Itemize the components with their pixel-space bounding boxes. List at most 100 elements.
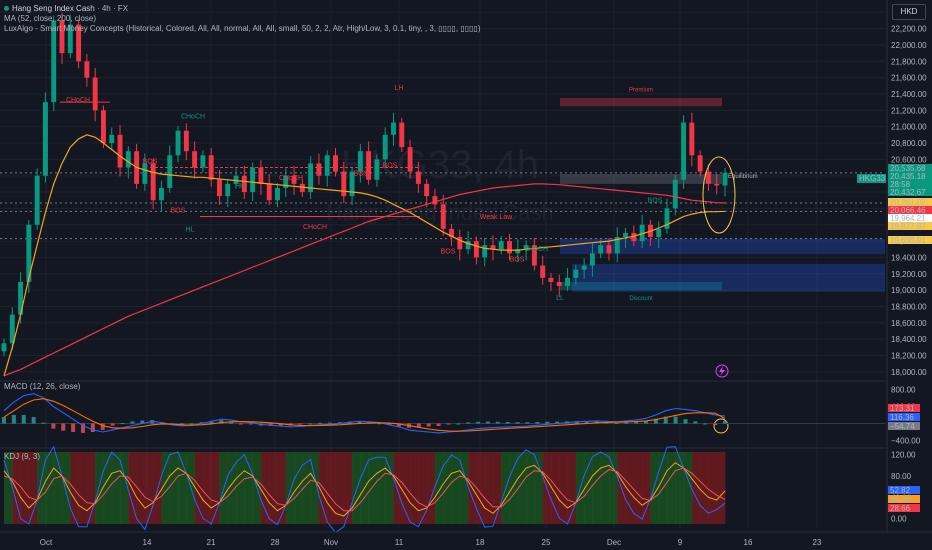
kdj-background bbox=[385, 452, 394, 524]
time-axis[interactable]: Oct 14 21 28 Nov 11 18 25 Dec 9 16 23 bbox=[0, 532, 932, 550]
kdj-tick: 80.00 bbox=[891, 472, 912, 481]
kdj-background bbox=[369, 452, 378, 524]
macd-histogram-bar bbox=[446, 423, 450, 424]
candle bbox=[35, 168, 40, 229]
candle-body bbox=[275, 188, 280, 200]
kdj-tick: 0.00 bbox=[891, 515, 907, 524]
candle-body bbox=[333, 155, 338, 171]
candle bbox=[151, 159, 156, 210]
kdj-background bbox=[311, 452, 320, 524]
macd-line bbox=[4, 394, 725, 433]
candle bbox=[167, 145, 172, 192]
kdj-legend[interactable]: KDJ (9, 3) bbox=[4, 451, 40, 462]
order-block-lower bbox=[572, 264, 885, 292]
candle-body bbox=[151, 163, 156, 200]
candle bbox=[333, 148, 338, 177]
kdj-background bbox=[170, 452, 179, 524]
candle bbox=[532, 238, 537, 271]
candle-body bbox=[267, 184, 272, 200]
candle bbox=[557, 275, 562, 297]
candle bbox=[159, 181, 164, 212]
smc-label: BOS bbox=[510, 257, 525, 264]
price-tick: 18,600.00 bbox=[891, 319, 927, 328]
smc-label: BOS bbox=[383, 163, 398, 170]
price-tick: 19,200.00 bbox=[891, 270, 927, 279]
kdj-badge-text: 52.82 bbox=[890, 486, 911, 495]
macd-badge-text: 116.36 bbox=[890, 413, 914, 422]
candle-body bbox=[225, 184, 230, 196]
kdj-background bbox=[534, 452, 543, 524]
candle-body bbox=[557, 282, 562, 286]
candle bbox=[474, 236, 479, 264]
macd-badge-text: −54.74 bbox=[890, 422, 915, 431]
candle bbox=[689, 113, 694, 167]
candle bbox=[176, 126, 181, 162]
macd-legend[interactable]: MACD (12, 26, close) bbox=[4, 381, 80, 392]
macd-histogram-bar bbox=[239, 423, 243, 424]
time-tick: Dec bbox=[607, 538, 621, 547]
kdj-background bbox=[642, 452, 651, 524]
macd-histogram-bar bbox=[535, 422, 539, 423]
candle-body bbox=[540, 266, 545, 278]
macd-pane bbox=[0, 381, 932, 433]
time-tick: 14 bbox=[143, 538, 152, 547]
drawn-ellipses bbox=[703, 157, 735, 433]
macd-histogram-bar bbox=[693, 421, 697, 423]
candle bbox=[316, 154, 321, 185]
time-axis-background bbox=[0, 532, 932, 550]
smc-label: BOS bbox=[143, 158, 158, 165]
candle bbox=[499, 236, 504, 254]
kdj-background bbox=[62, 452, 71, 524]
interval-label: 4h bbox=[102, 4, 111, 13]
candle-body bbox=[374, 159, 379, 179]
currency-button[interactable]: HKD bbox=[892, 4, 926, 20]
kdj-background bbox=[203, 452, 212, 524]
macd-histogram-bar bbox=[32, 417, 36, 423]
lux-legend[interactable]: LuxAlgo - Smart Money Concepts (Historic… bbox=[4, 23, 481, 34]
macd-histogram-bar bbox=[12, 415, 16, 424]
kdj-background bbox=[112, 452, 121, 524]
candle bbox=[184, 123, 189, 160]
candle bbox=[706, 164, 711, 191]
candle-body bbox=[176, 131, 181, 156]
time-tick: 21 bbox=[207, 538, 216, 547]
candle bbox=[200, 150, 205, 172]
kdj-background bbox=[435, 452, 444, 524]
kdj-background bbox=[145, 452, 154, 524]
kdj-background bbox=[236, 452, 245, 524]
kdj-background bbox=[103, 452, 112, 524]
candle-body bbox=[84, 61, 89, 77]
macd-histogram-bar bbox=[476, 422, 480, 424]
candle bbox=[457, 230, 462, 261]
candle bbox=[26, 220, 31, 293]
price-tick: 21,800.00 bbox=[891, 57, 927, 66]
candle bbox=[43, 92, 48, 182]
candle-body bbox=[126, 151, 131, 167]
lightning-icon[interactable] bbox=[716, 365, 728, 377]
price-tick: 18,200.00 bbox=[891, 351, 927, 360]
macd-histogram-bar bbox=[42, 423, 46, 424]
price-tick: 21,400.00 bbox=[891, 90, 927, 99]
candle-body bbox=[109, 135, 114, 143]
candle-body bbox=[35, 176, 40, 225]
macd-histogram-bar bbox=[121, 423, 125, 424]
time-tick: Nov bbox=[324, 538, 338, 547]
candle-body bbox=[723, 173, 728, 186]
candle-body bbox=[300, 184, 305, 192]
candle-body bbox=[43, 102, 48, 176]
macd-histogram-bar bbox=[713, 423, 717, 425]
macd-histogram-bar bbox=[634, 422, 638, 423]
kdj-background bbox=[352, 452, 361, 524]
kdj-background bbox=[526, 452, 535, 524]
kdj-background bbox=[601, 452, 610, 524]
price-tick: 19,400.00 bbox=[891, 253, 927, 262]
candle-body bbox=[565, 278, 570, 286]
candle bbox=[258, 160, 263, 195]
candle bbox=[540, 256, 545, 285]
candle-body bbox=[424, 184, 429, 196]
candle-body bbox=[482, 245, 487, 257]
macd-histogram-bar bbox=[496, 422, 500, 424]
candle-body bbox=[2, 343, 7, 351]
smc-label: Weak Low bbox=[480, 214, 513, 221]
